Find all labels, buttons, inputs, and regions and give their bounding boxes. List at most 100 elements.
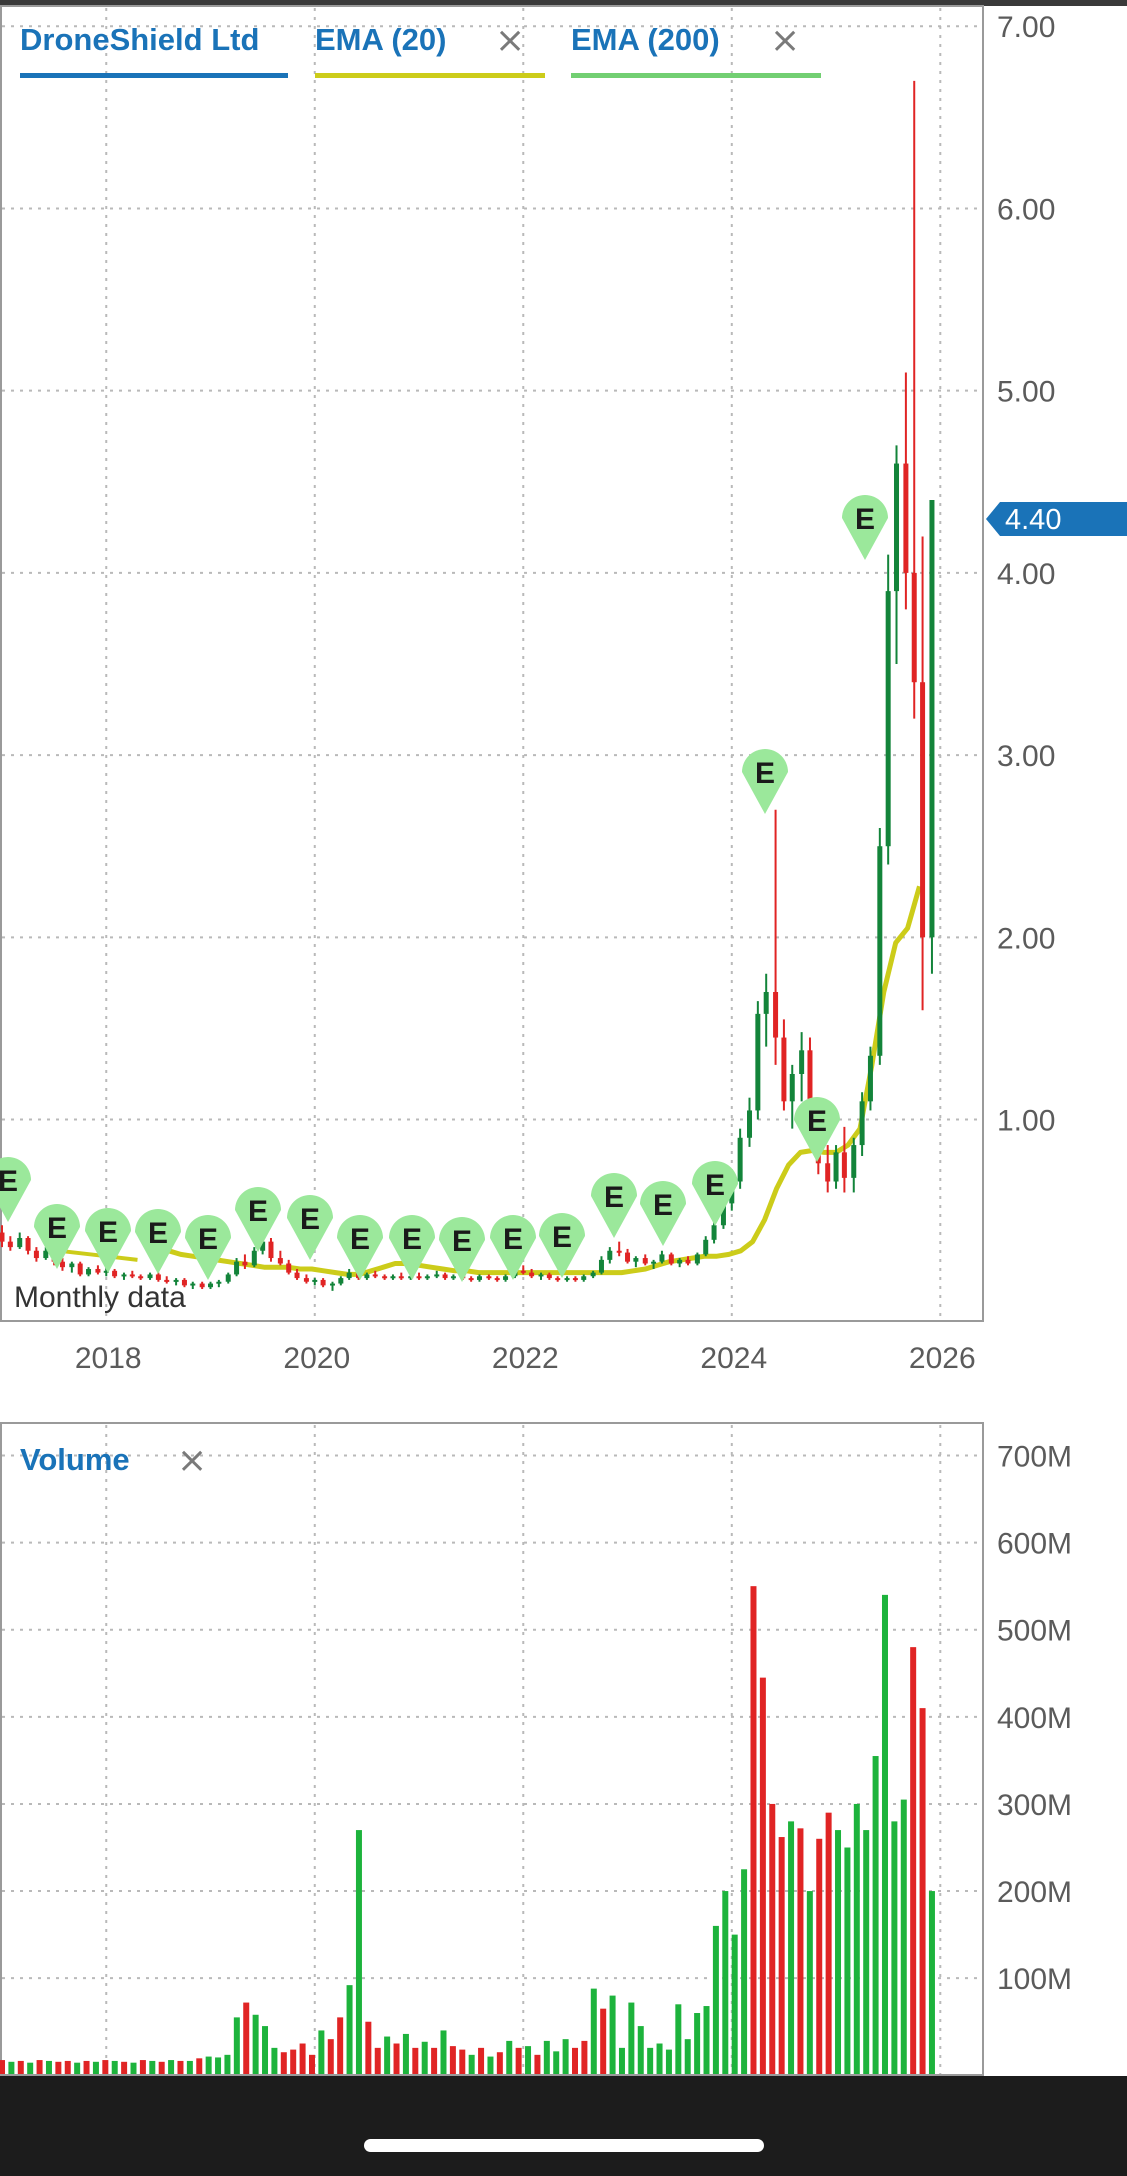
- volume-bar: [835, 1830, 842, 2074]
- candle-body: [7, 1241, 13, 1248]
- volume-bar: [825, 1812, 832, 2074]
- volume-bar: [355, 1830, 362, 2074]
- candle-body: [755, 1013, 761, 1111]
- earnings-marker-pin: [85, 1208, 131, 1273]
- volume-bar: [741, 1869, 748, 2074]
- volume-bar: [421, 2041, 428, 2074]
- earnings-marker: E: [591, 1173, 637, 1238]
- earnings-marker: E: [539, 1213, 585, 1278]
- candle-body: [155, 1274, 161, 1280]
- candle-body: [685, 1259, 691, 1264]
- candle-body: [929, 500, 935, 938]
- volume-bar: [562, 2039, 569, 2074]
- candle-body: [424, 1276, 430, 1279]
- volume-bar: [374, 2047, 381, 2074]
- ema20-line: [168, 885, 922, 1277]
- candle-body: [43, 1250, 49, 1259]
- earnings-marker-label: E: [402, 1223, 422, 1256]
- top-strip: [0, 0, 1127, 6]
- volume-bar: [168, 2060, 175, 2074]
- candle-body: [720, 1203, 726, 1226]
- candle-body: [607, 1250, 613, 1260]
- candle-body: [338, 1278, 344, 1284]
- legend-ema20-close-icon[interactable]: ×: [495, 20, 525, 61]
- earnings-marker-label: E: [503, 1223, 523, 1256]
- candle-body: [703, 1239, 709, 1255]
- earnings-marker-label: E: [705, 1169, 725, 1202]
- volume-close-icon[interactable]: ×: [177, 1440, 207, 1481]
- volume-bar: [478, 2047, 485, 2074]
- earnings-marker: E: [34, 1204, 80, 1269]
- candle-body: [799, 1050, 805, 1074]
- legend-series-name[interactable]: DroneShield Ltd: [20, 22, 259, 57]
- volume-bar: [844, 1847, 851, 2074]
- candle-body: [851, 1145, 857, 1178]
- legend-series-underline: [20, 73, 288, 78]
- home-indicator[interactable]: [364, 2139, 764, 2152]
- earnings-marker-label: E: [350, 1223, 370, 1256]
- volume-bar: [205, 2056, 212, 2074]
- volume-bar: [27, 2062, 34, 2074]
- price-y-tick-label: 1.00: [997, 1105, 1055, 1138]
- candle-body: [598, 1259, 604, 1273]
- volume-y-tick-label: 300M: [997, 1789, 1072, 1822]
- candle-body: [494, 1278, 500, 1281]
- candle-body: [129, 1274, 135, 1277]
- volume-y-tick-label: 500M: [997, 1615, 1072, 1648]
- candle-body: [190, 1283, 196, 1286]
- legend: DroneShield Ltd EMA (20) × EMA (200) ×: [20, 20, 821, 78]
- volume-bar: [215, 2057, 222, 2074]
- legend-ema200-close-icon[interactable]: ×: [770, 20, 800, 61]
- candle-body: [329, 1283, 335, 1286]
- volume-bar: [177, 2060, 184, 2074]
- volume-y-tick-label: 100M: [997, 1963, 1072, 1996]
- volume-bar: [280, 2052, 287, 2074]
- volume-bar: [928, 1891, 935, 2074]
- price-x-tick-label: 2020: [283, 1342, 350, 1375]
- volume-y-tick-label: 200M: [997, 1876, 1072, 1909]
- candle-body: [416, 1276, 422, 1279]
- volume-bar: [121, 2061, 128, 2074]
- candle-body: [642, 1258, 648, 1264]
- monthly-data-label: Monthly data: [14, 1281, 186, 1314]
- candle-body: [841, 1152, 847, 1178]
- volume-bar: [543, 2040, 550, 2074]
- volume-bar: [449, 2046, 456, 2074]
- volume-bars-group: [0, 1586, 935, 2074]
- candle-body: [103, 1270, 109, 1273]
- volume-bar: [881, 1594, 888, 2074]
- candle-body: [633, 1258, 639, 1262]
- candle-body: [529, 1272, 535, 1277]
- current-price-tag: 4.40: [986, 502, 1127, 536]
- earnings-marker-label: E: [604, 1181, 624, 1214]
- candle-body: [911, 572, 917, 683]
- volume-panel[interactable]: 100M 200M 300M 400M 500M 600M 700M Volume ×: [0, 1422, 1072, 2076]
- price-y-tick-label: 5.00: [997, 376, 1055, 409]
- candle-body: [121, 1274, 127, 1277]
- legend-ema20-label[interactable]: EMA (20): [315, 22, 446, 57]
- volume-bar: [262, 2026, 269, 2074]
- earnings-marker-pin: [742, 749, 788, 814]
- legend-ema200-underline: [571, 73, 821, 78]
- volume-bar: [675, 2004, 682, 2074]
- volume-y-axis: 100M 200M 300M 400M 500M 600M 700M: [997, 1440, 1072, 1996]
- candle-body: [651, 1261, 657, 1264]
- candle-body: [442, 1274, 448, 1279]
- candle-body: [590, 1272, 596, 1277]
- volume-bar: [365, 2021, 372, 2074]
- volume-bar: [778, 1837, 785, 2074]
- candle-body: [173, 1279, 179, 1282]
- candle-body: [894, 463, 900, 592]
- legend-ema200-label[interactable]: EMA (200): [571, 22, 720, 57]
- earnings-marker-label: E: [855, 503, 875, 536]
- price-y-tick-label: 4.00: [997, 558, 1055, 591]
- candle-body: [564, 1278, 570, 1281]
- volume-bar: [299, 2043, 306, 2074]
- volume-bar: [83, 2060, 90, 2074]
- candle-body: [390, 1276, 396, 1279]
- candle-body: [225, 1274, 231, 1282]
- volume-y-tick-label: 600M: [997, 1528, 1072, 1561]
- earnings-marker-label: E: [653, 1189, 673, 1222]
